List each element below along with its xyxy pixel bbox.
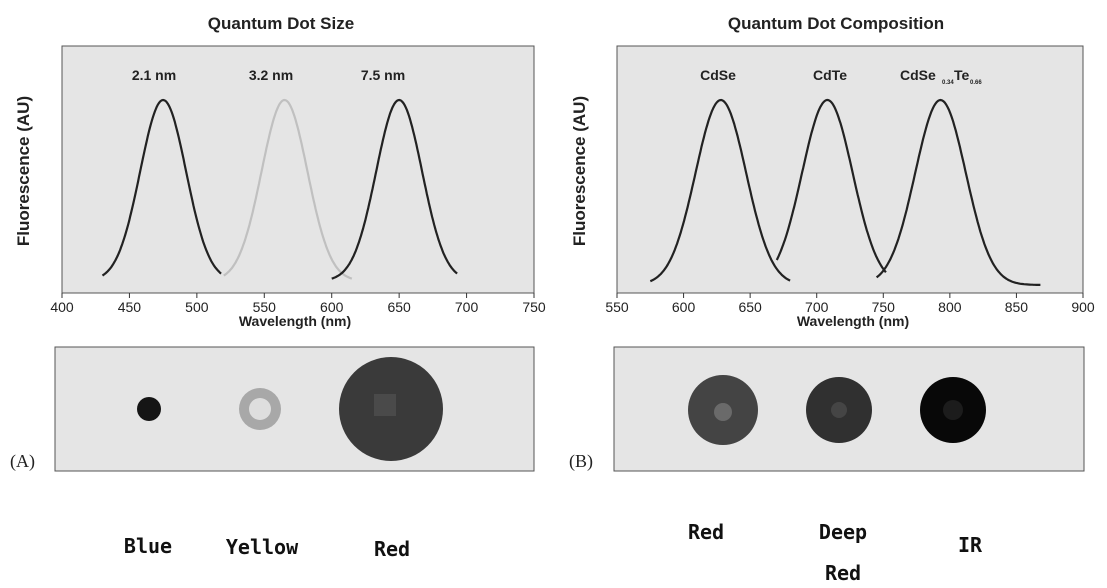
peak-label-cdsete-sub2: 0.66 [970,80,982,86]
series-line-b-2 [775,98,887,273]
dot-deep-red-core [831,402,847,418]
x-tick-label-a-400: 400 [50,299,74,315]
dot-yellow-core [249,398,271,420]
x-tick-label-a-550: 550 [253,299,277,315]
series-line-a-2 [223,98,353,280]
peak-label-3-2nm: 3.2 nm [249,67,293,83]
dot-red-a-core [374,394,396,416]
dot-blue [137,397,161,421]
color-label-ir: IR [958,533,983,557]
panel-b-x-axis-label: Wavelength (nm) [797,313,909,329]
color-label-yellow: Yellow [226,535,299,559]
dot-ir [920,377,986,443]
panel-a-plot: 400 450 500 550 600 650 700 750 [50,98,546,315]
panel-a-plot-area [61,45,535,294]
peak-label-cdsete-sub1: 0.34 [942,80,954,86]
x-tick-label-a-600: 600 [320,299,344,315]
series-line-a-1 [101,98,222,277]
peak-label-cdte: CdTe [813,67,847,83]
peak-label-2-1nm: 2.1 nm [132,67,176,83]
panel-a: Quantum Dot Size 400 450 500 550 600 650 700 75… [10,14,546,561]
panel-b-title: Quantum Dot Composition [728,14,944,33]
panel-b-letter: (B) [569,451,593,472]
panel-a-title: Quantum Dot Size [208,14,354,33]
series-line-b-1 [649,98,791,283]
panel-a-dot-box [54,346,535,472]
x-tick-label-a-750: 750 [522,299,546,315]
panel-b-y-axis-label: Fluorescence (AU) [570,96,589,246]
dot-blue-shell [137,397,161,421]
dot-ir-core [943,400,963,420]
color-label-red-b: Red [688,520,724,544]
x-tick-label-b-650: 650 [738,299,762,315]
peak-label-cdsete-te: Te [954,67,970,83]
x-tick-label-a-500: 500 [185,299,209,315]
color-label-blue: Blue [124,534,172,558]
series-line-a-3 [331,98,458,280]
dot-yellow [239,388,281,430]
panel-a-x-axis-label: Wavelength (nm) [239,313,351,329]
panel-b-plot-area [616,45,1084,294]
color-label-deep: Deep [819,520,867,544]
panel-b-plot: 550 600 650 700 750 800 850 900 [605,98,1095,315]
color-label-deep-red-2: Red [825,561,861,585]
x-tick-label-b-600: 600 [672,299,696,315]
dot-red-b [688,375,758,445]
x-tick-label-a-450: 450 [118,299,142,315]
x-tick-label-b-700: 700 [805,299,829,315]
x-tick-label-b-900: 900 [1071,299,1095,315]
x-tick-label-b-550: 550 [605,299,629,315]
series-line-b-3 [875,98,1041,286]
x-tick-label-b-750: 750 [872,299,896,315]
x-tick-label-b-850: 850 [1005,299,1029,315]
panel-a-y-axis-label: Fluorescence (AU) [14,96,33,246]
panel-b: Quantum Dot Composition 550 600 650 700 750 8… [569,14,1095,585]
x-tick-label-b-800: 800 [938,299,962,315]
peak-label-cdsete: CdSe 0.34 Te 0.66 [900,67,982,86]
peak-label-cdse: CdSe [700,67,736,83]
panel-a-letter: (A) [10,451,35,472]
peak-label-cdsete-cdse: CdSe [900,67,936,83]
x-tick-label-a-650: 650 [387,299,411,315]
color-label-red-a: Red [374,537,410,561]
dot-red-b-core [714,403,732,421]
dot-red-a [339,357,443,461]
peak-label-7-5nm: 7.5 nm [361,67,405,83]
dot-deep-red [806,377,872,443]
x-tick-label-a-700: 700 [455,299,479,315]
